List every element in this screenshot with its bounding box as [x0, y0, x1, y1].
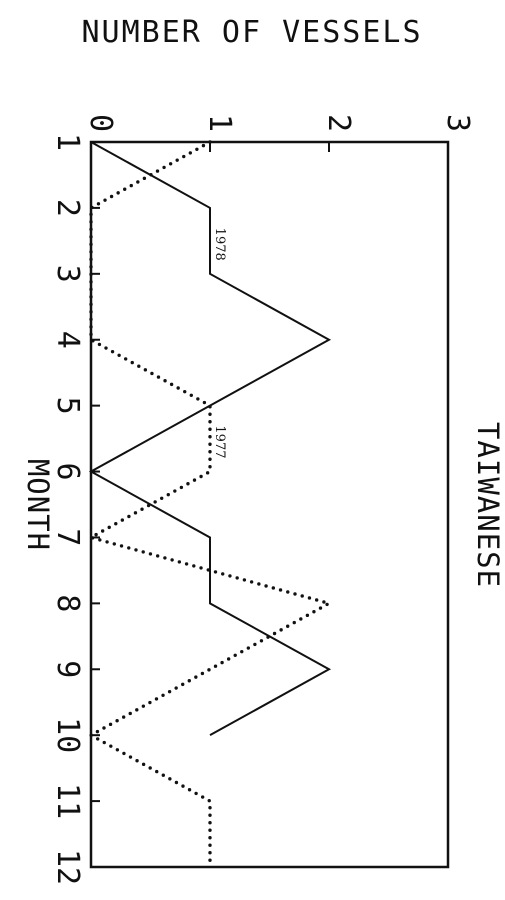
x-tick-label: 12	[50, 849, 85, 885]
y-tick-label: 0	[83, 114, 118, 132]
x-tick-label: 8	[50, 594, 85, 612]
plot-frame	[89, 140, 450, 869]
y-tick-label: 3	[440, 114, 475, 132]
y-axis-title: NUMBER OF VESSELS	[81, 15, 422, 50]
x-axis-title: MONTH	[21, 459, 55, 551]
series-line-1978	[88, 141, 332, 737]
x-tick-label: 3	[50, 265, 85, 283]
series-label: 1978	[212, 228, 227, 261]
series-layer: 1978 1977	[86, 140, 334, 869]
series-line-1977	[86, 140, 334, 869]
y-axis-ticks: 0 1 2 3	[83, 114, 475, 152]
x-tick-label: 6	[50, 463, 85, 481]
series-label: 1977	[212, 425, 227, 458]
x-tick-label: 10	[50, 717, 85, 753]
x-tick-label: 9	[50, 660, 85, 678]
x-tick-label: 7	[50, 528, 85, 546]
x-tick-label: 5	[50, 397, 85, 415]
y-tick-label: 1	[202, 114, 237, 132]
x-tick-label: 1	[50, 133, 85, 151]
x-tick-label: 11	[50, 783, 85, 819]
x-tick-label: 4	[50, 331, 85, 349]
y-tick-label: 2	[321, 114, 356, 132]
chart-title: TAIWANESE	[471, 422, 505, 588]
x-tick-label: 2	[50, 199, 85, 217]
